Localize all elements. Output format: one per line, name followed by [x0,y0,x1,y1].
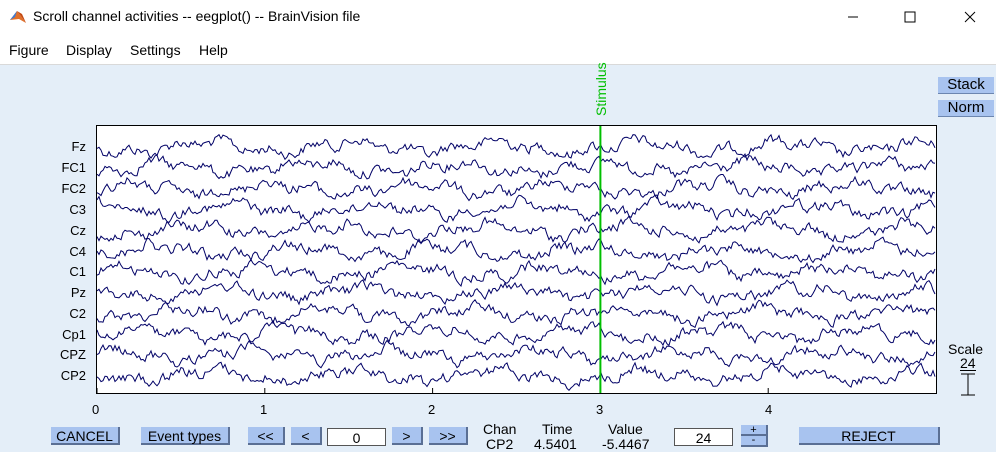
channel-label: FC1 [61,160,86,175]
event-types-button[interactable]: Event types [141,427,230,445]
title-bar: Scroll channel activities -- eegplot() -… [0,0,996,33]
eeg-trace-fc1 [97,153,936,180]
menu-help[interactable]: Help [199,42,228,58]
next-button[interactable]: > [392,427,423,445]
prev-button[interactable]: < [291,427,322,445]
cancel-button[interactable]: CANCEL [51,427,120,445]
eeg-trace-c4 [97,236,936,264]
menu-figure[interactable]: Figure [9,42,49,58]
matlab-icon [10,11,26,23]
minimize-icon [848,16,858,17]
channel-label: Cz [70,223,86,238]
channel-label: Pz [70,285,86,300]
x-tick-label: 0 [92,402,100,417]
eeg-plot[interactable] [96,125,937,394]
position-input[interactable]: 0 [327,428,386,446]
next-page-button[interactable]: >> [429,427,468,445]
chan-value: CP2 [486,436,514,452]
scale-label: Scale [948,341,984,357]
eeg-trace-c3 [97,194,936,224]
window-title: Scroll channel activities -- eegplot() -… [33,8,361,24]
channel-label: CPZ [60,347,86,362]
channel-label: C2 [69,306,86,321]
value-header: Value [608,421,643,437]
menu-settings[interactable]: Settings [130,42,181,58]
maximize-icon [904,11,916,22]
minimize-button[interactable] [830,0,876,33]
eeg-trace-pz [97,279,936,307]
scale-input[interactable]: 24 [674,428,733,446]
channel-label: Cp1 [62,327,86,342]
channel-label: C3 [69,202,86,217]
eeg-trace-cp1 [97,320,936,347]
x-tick-label: 3 [596,402,604,417]
prev-page-button[interactable]: << [248,427,285,445]
scale-bar-icon [961,373,975,396]
x-tick-label: 2 [428,402,436,417]
channel-label: Fz [71,139,86,154]
eeg-trace-cpz [97,339,936,369]
scale-minus-button[interactable]: - [741,435,768,447]
close-button[interactable] [947,0,993,33]
channel-label: FC2 [61,181,86,196]
scale-value: 24 [960,355,976,371]
eeg-traces [97,126,936,393]
channel-label: C1 [69,264,86,279]
x-tick-label: 1 [260,402,268,417]
channel-label: CP2 [60,368,86,383]
eeg-trace-c2 [97,298,936,329]
time-header: Time [542,421,573,437]
maximize-button[interactable] [887,0,933,33]
menu-display[interactable]: Display [66,42,112,58]
eeg-trace-fc2 [97,174,936,202]
scale-plus-button[interactable]: + [741,425,768,436]
close-icon [964,11,976,22]
channel-label: C4 [69,244,86,259]
norm-button[interactable]: Norm [938,100,994,117]
x-tick-label: 4 [765,402,773,417]
eeg-trace-c1 [97,258,936,288]
stack-button[interactable]: Stack [938,77,994,94]
time-value: 4.5401 [534,436,577,452]
reject-button[interactable]: REJECT [799,427,940,445]
eeg-trace-fz [97,133,936,161]
value-value: -5.4467 [602,436,650,452]
eeg-trace-cz [97,215,936,244]
event-label: Stimulus [593,62,609,116]
chan-header: Chan [483,421,517,437]
menu-bar: Figure Display Settings Help [0,33,996,65]
eeg-trace-cp2 [97,361,936,392]
